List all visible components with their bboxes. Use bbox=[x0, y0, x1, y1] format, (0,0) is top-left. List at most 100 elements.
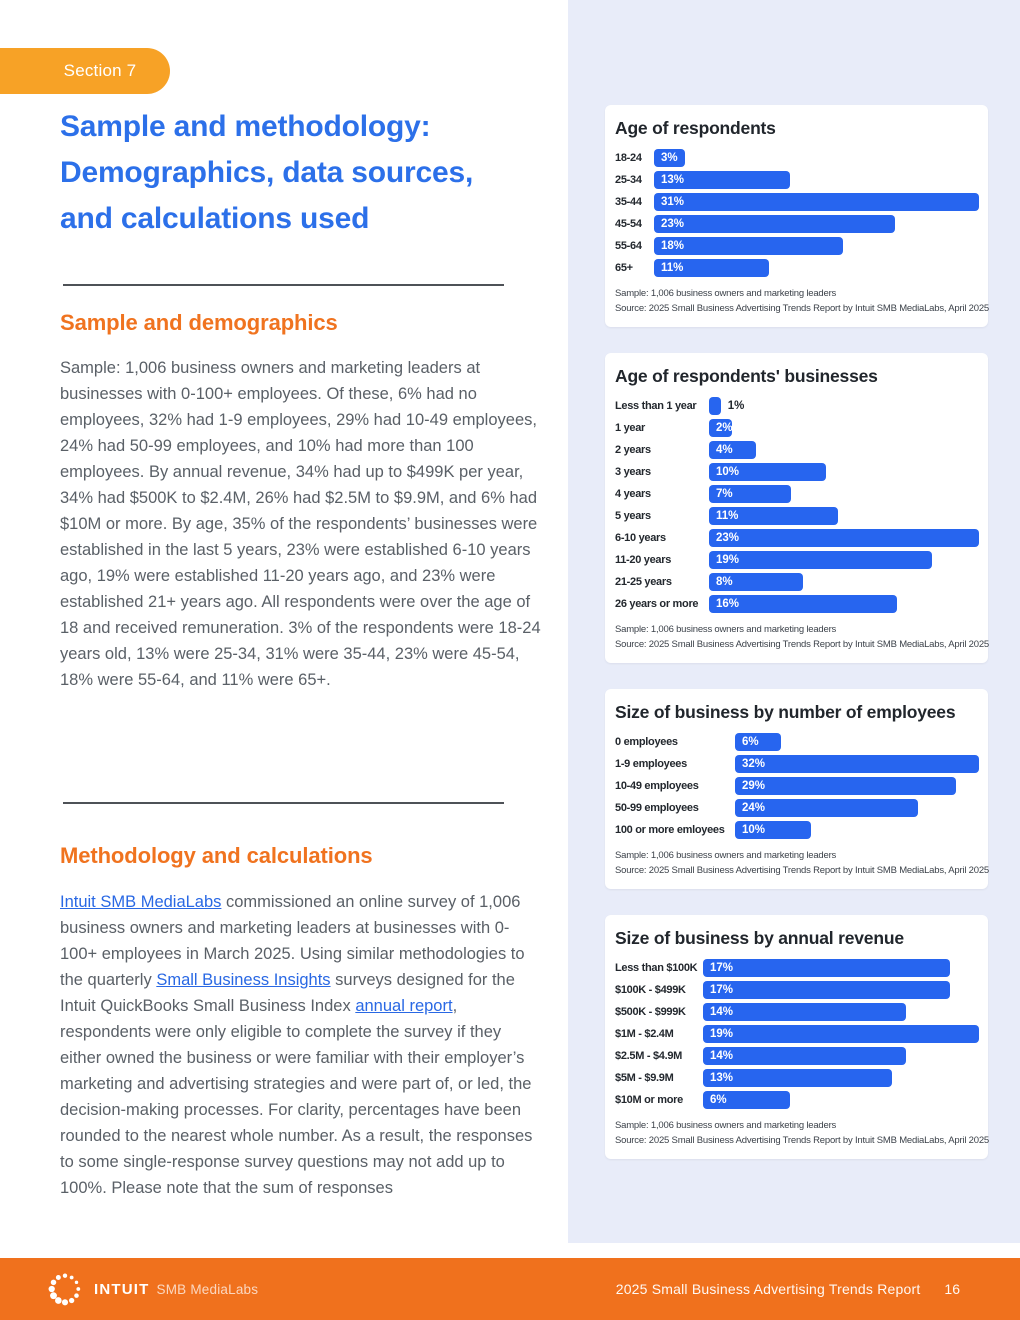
chart-row: $100K - $499K 17% bbox=[614, 981, 979, 999]
chart-bar: 11% bbox=[654, 259, 770, 277]
chart-category-label: $5M - $9.9M bbox=[615, 1072, 674, 1084]
chart-category-label: 1-9 employees bbox=[615, 758, 687, 770]
chart-row: 3 years 10% bbox=[614, 463, 979, 481]
chart-bar-track: 6% bbox=[735, 733, 979, 751]
chart-sample-note: Sample: 1,006 business owners and market… bbox=[615, 850, 837, 861]
chart-row: 35-44 31% bbox=[614, 193, 979, 211]
chart-category-label: 21-25 years bbox=[615, 576, 672, 588]
chart-rows: 0 employees 6% 1-9 employees 32% 10-49 emplo… bbox=[614, 733, 979, 839]
chart-bar-track: 17% bbox=[703, 959, 979, 977]
footer-brand: INTUIT SMB MediaLabs bbox=[46, 1270, 258, 1308]
chart-row: 50-99 employees 24% bbox=[614, 799, 979, 817]
charts-panel: Age of respondents 18-24 3% 25-34 13% 35-44 31… bbox=[568, 0, 1020, 1243]
chart-row: 25-34 13% bbox=[614, 171, 979, 189]
chart-sample-note: Sample: 1,006 business owners and market… bbox=[615, 1120, 837, 1131]
chart-bar: 29% bbox=[735, 777, 957, 795]
chart-card: Age of respondents' businesses Less than … bbox=[605, 353, 990, 663]
chart-bar: 10% bbox=[735, 821, 812, 839]
footer-brand-name: INTUIT bbox=[94, 1280, 150, 1298]
methodology-body-text: Intuit SMB MediaLabs commissioned an onl… bbox=[60, 889, 546, 1201]
chart-row: $500K - $999K 14% bbox=[614, 1003, 979, 1021]
chart-bar: 23% bbox=[709, 529, 979, 547]
chart-row: 10-49 employees 29% bbox=[614, 777, 979, 795]
annual-report-link[interactable]: annual report bbox=[355, 997, 453, 1015]
chart-row: $5M - $9.9M 13% bbox=[614, 1069, 979, 1087]
chart-bar-track: 11% bbox=[709, 507, 979, 525]
chart-bar bbox=[709, 397, 721, 415]
methodology-heading: Methodology and calculations bbox=[60, 843, 373, 868]
chart-value-label: 6% bbox=[742, 736, 759, 748]
body-text-segment: , respondents were only eligible to comp… bbox=[60, 997, 533, 1197]
page-title-line: and calculations used bbox=[60, 202, 370, 235]
chart-card: Size of business by annual revenue Less t… bbox=[605, 915, 989, 1159]
chart-bar: 7% bbox=[709, 485, 792, 503]
chart-category-label: 18-24 bbox=[615, 152, 642, 164]
chart-category-label: $500K - $999K bbox=[615, 1006, 686, 1018]
chart-source-note: Source: 2025 Small Business Advertising … bbox=[615, 302, 990, 314]
chart-value-label: 19% bbox=[710, 1028, 734, 1040]
chart-category-label: $2.5M - $4.9M bbox=[615, 1050, 683, 1062]
chart-category-label: 1 year bbox=[615, 422, 646, 434]
chart-row: 21-25 years 8% bbox=[614, 573, 979, 591]
chart-bar-track: 1% bbox=[709, 397, 979, 415]
footer-page-number: 16 bbox=[944, 1281, 960, 1297]
chart-category-label: Less than $100K bbox=[615, 962, 698, 974]
chart-value-label: 23% bbox=[716, 532, 740, 544]
chart-category-label: 3 years bbox=[615, 466, 651, 478]
chart-value-label: 6% bbox=[710, 1094, 727, 1106]
chart-value-label: 16% bbox=[716, 598, 740, 610]
chart-rows: Less than $100K 17% $100K - $499K 17% $500K … bbox=[614, 959, 979, 1109]
chart-source-note: Source: 2025 Small Business Advertising … bbox=[615, 638, 990, 650]
chart-bar: 19% bbox=[709, 551, 933, 569]
chart-bar: 14% bbox=[703, 1003, 907, 1021]
chart-bar: 17% bbox=[703, 959, 950, 977]
chart-notes: Sample: 1,006 business owners and market… bbox=[614, 623, 990, 652]
demographics-body-text: Sample: 1,006 business owners and market… bbox=[60, 359, 541, 689]
chart-category-label: 55-64 bbox=[615, 240, 642, 252]
chart-bar: 13% bbox=[654, 171, 791, 189]
chart-value-label: 19% bbox=[716, 554, 740, 566]
section-badge: Section 7 bbox=[0, 48, 170, 94]
chart-row: 18-24 3% bbox=[614, 149, 979, 167]
chart-bar-track: 10% bbox=[735, 821, 979, 839]
chart-category-label: 25-34 bbox=[615, 174, 642, 186]
chart-row: $10M or more 6% bbox=[614, 1091, 979, 1109]
chart-bar-track: 17% bbox=[703, 981, 979, 999]
small-business-insights-link[interactable]: Small Business Insights bbox=[156, 971, 331, 989]
body-text-segment: surveys designed for the Intuit QuickBoo… bbox=[60, 971, 515, 1015]
chart-category-label: 26 years or more bbox=[615, 598, 699, 610]
chart-value-label: 11% bbox=[716, 510, 739, 522]
intuit-logo-icon bbox=[48, 1273, 81, 1306]
chart-bar-track: 31% bbox=[654, 193, 979, 211]
page-title-line: Sample and methodology: bbox=[60, 110, 431, 143]
chart-value-label: 29% bbox=[742, 780, 766, 792]
chart-bar-track: 3% bbox=[654, 149, 979, 167]
chart-bar-track: 18% bbox=[654, 237, 979, 255]
chart-bar-track: 13% bbox=[703, 1069, 979, 1087]
chart-bar-track: 14% bbox=[703, 1003, 979, 1021]
chart-row: 0 employees 6% bbox=[614, 733, 979, 751]
intuit-smb-medialabs-link[interactable]: Intuit SMB MediaLabs bbox=[60, 893, 222, 911]
page-title-line: Demographics, data sources, bbox=[60, 156, 474, 189]
chart-bar: 14% bbox=[703, 1047, 907, 1065]
chart-value-label: 13% bbox=[661, 174, 685, 186]
chart-bar: 6% bbox=[703, 1091, 791, 1109]
chart-title: Size of business by annual revenue bbox=[615, 928, 904, 948]
chart-row: 5 years 11% bbox=[614, 507, 979, 525]
chart-category-label: 11-20 years bbox=[615, 554, 672, 566]
chart-bar-track: 19% bbox=[703, 1025, 979, 1043]
chart-row: 2 years 4% bbox=[614, 441, 979, 459]
footer-right: 2025 Small Business Advertising Trends R… bbox=[616, 1281, 960, 1297]
chart-category-label: 45-54 bbox=[615, 218, 642, 230]
chart-bar: 10% bbox=[709, 463, 827, 481]
chart-bar: 23% bbox=[654, 215, 896, 233]
chart-category-label: 50-99 employees bbox=[615, 802, 699, 814]
chart-bar-track: 23% bbox=[709, 529, 979, 547]
chart-title: Age of respondents' businesses bbox=[615, 366, 878, 386]
chart-row: 45-54 23% bbox=[614, 215, 979, 233]
chart-value-label: 14% bbox=[710, 1050, 734, 1062]
chart-sample-note: Sample: 1,006 business owners and market… bbox=[615, 624, 837, 635]
chart-bar-track: 32% bbox=[735, 755, 979, 773]
chart-value-label: 24% bbox=[742, 802, 766, 814]
chart-value-label: 1% bbox=[727, 400, 745, 412]
